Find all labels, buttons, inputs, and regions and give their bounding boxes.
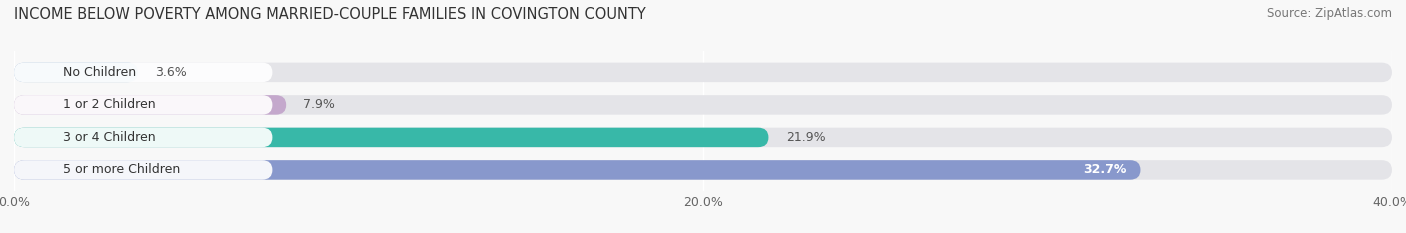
Text: INCOME BELOW POVERTY AMONG MARRIED-COUPLE FAMILIES IN COVINGTON COUNTY: INCOME BELOW POVERTY AMONG MARRIED-COUPL… [14, 7, 645, 22]
FancyBboxPatch shape [14, 95, 1392, 115]
FancyBboxPatch shape [14, 160, 1392, 180]
FancyBboxPatch shape [14, 160, 1140, 180]
Text: 7.9%: 7.9% [304, 98, 335, 111]
FancyBboxPatch shape [14, 63, 273, 82]
FancyBboxPatch shape [14, 95, 287, 115]
FancyBboxPatch shape [14, 95, 273, 115]
Text: 1 or 2 Children: 1 or 2 Children [63, 98, 156, 111]
Text: 32.7%: 32.7% [1084, 163, 1126, 176]
FancyBboxPatch shape [14, 63, 138, 82]
Text: 5 or more Children: 5 or more Children [63, 163, 180, 176]
FancyBboxPatch shape [14, 128, 769, 147]
Text: No Children: No Children [63, 66, 136, 79]
FancyBboxPatch shape [14, 128, 1392, 147]
Text: Source: ZipAtlas.com: Source: ZipAtlas.com [1267, 7, 1392, 20]
Text: 21.9%: 21.9% [786, 131, 825, 144]
FancyBboxPatch shape [14, 128, 273, 147]
FancyBboxPatch shape [14, 160, 273, 180]
FancyBboxPatch shape [14, 63, 1392, 82]
Text: 3.6%: 3.6% [155, 66, 187, 79]
Text: 3 or 4 Children: 3 or 4 Children [63, 131, 156, 144]
